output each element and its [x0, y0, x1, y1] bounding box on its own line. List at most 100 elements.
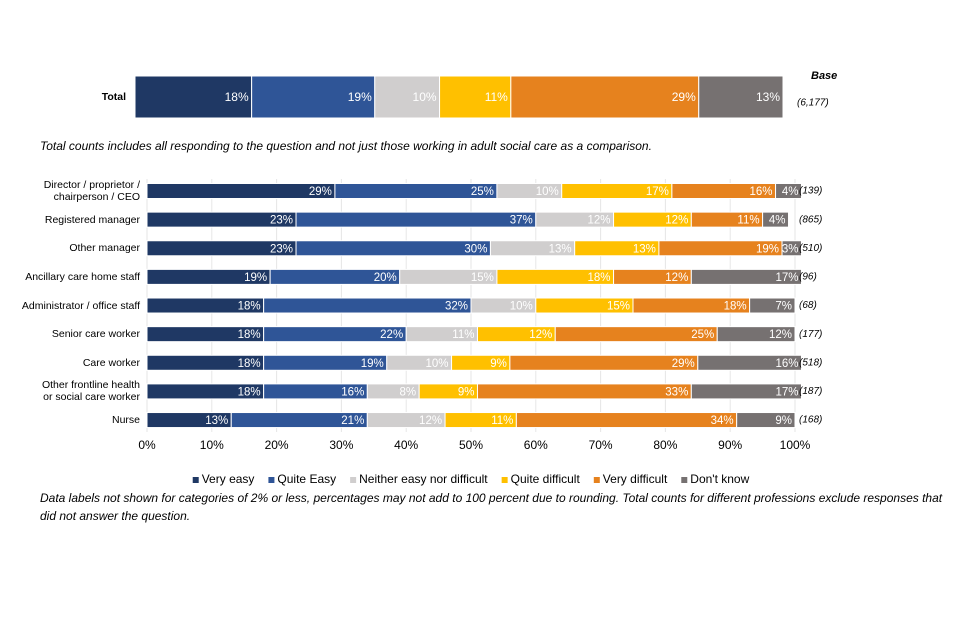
data-label: 8%	[400, 386, 417, 398]
data-label: 30%	[464, 243, 487, 255]
data-label: 25%	[471, 186, 494, 198]
bar-segment	[263, 297, 472, 314]
legend-label: Very easy	[202, 472, 255, 486]
data-label: 23%	[270, 243, 293, 255]
data-label: 15%	[471, 272, 494, 284]
legend-label: Don't know	[690, 472, 749, 486]
data-label: 9%	[490, 358, 507, 370]
data-label: 18%	[238, 329, 261, 341]
data-label: 22%	[380, 329, 403, 341]
data-label: 29%	[309, 186, 332, 198]
bar-segment	[510, 75, 700, 119]
bar-segment	[134, 75, 253, 119]
data-label: 7%	[775, 301, 792, 313]
category-label: Administrator / office staff	[21, 299, 140, 312]
data-label: 17%	[646, 186, 669, 198]
data-label: 15%	[607, 301, 630, 313]
category-label: Other manager	[69, 242, 140, 255]
data-label: 12%	[665, 272, 688, 284]
data-label: 29%	[672, 358, 695, 370]
data-label: 9%	[458, 386, 475, 398]
data-label: 9%	[775, 415, 792, 427]
data-label: 16%	[775, 358, 798, 370]
data-label: 11%	[452, 329, 474, 341]
data-label: 12%	[529, 329, 552, 341]
data-label: 29%	[672, 90, 696, 104]
data-label: 18%	[588, 272, 611, 284]
note: Total counts includes all responding to …	[40, 139, 652, 153]
legend-swatch	[501, 477, 508, 483]
data-label: 11%	[737, 215, 759, 227]
legend: Very easy Quite Easy Neither easy nor diff…	[192, 472, 750, 486]
base-label: (139)	[799, 186, 822, 197]
data-label: 10%	[413, 90, 437, 104]
data-label: 18%	[238, 301, 261, 313]
bar-segment	[697, 354, 802, 371]
data-label: 18%	[238, 386, 261, 398]
bar-segment	[736, 412, 796, 429]
bar-segment	[690, 383, 802, 400]
data-label: 10%	[536, 186, 559, 198]
legend-swatch	[350, 477, 357, 483]
bar-segment	[509, 354, 699, 371]
legend-swatch	[593, 477, 600, 483]
bar-segment	[775, 183, 802, 199]
bar-segment	[690, 268, 802, 285]
data-label: 12%	[665, 215, 688, 227]
x-tick-label: 40%	[394, 438, 418, 452]
bar-segment	[374, 75, 441, 119]
data-label: 19%	[361, 358, 384, 370]
x-tick-label: 0%	[138, 438, 156, 452]
bar-segment	[295, 240, 491, 257]
data-label: 13%	[756, 90, 780, 104]
bar-segment	[515, 412, 738, 429]
data-label: 18%	[238, 358, 261, 370]
data-label: 18%	[225, 90, 249, 104]
bar-segment	[146, 183, 336, 199]
data-label: 13%	[205, 415, 228, 427]
data-label: 32%	[445, 301, 468, 313]
legend-label: Neither easy nor difficult	[359, 472, 488, 486]
x-tick-label: 30%	[329, 438, 353, 452]
data-label: 12%	[419, 415, 442, 427]
base-label: (865)	[799, 214, 822, 225]
base-label: (6,177)	[797, 98, 829, 109]
x-tick-label: 20%	[265, 438, 289, 452]
base-label: (187)	[799, 386, 822, 397]
category-label: Nurse	[111, 414, 140, 427]
bar-segment	[762, 211, 790, 228]
data-label: 17%	[775, 272, 798, 284]
bar-segment	[295, 211, 537, 228]
data-label: 19%	[244, 272, 267, 284]
data-label: 12%	[588, 215, 611, 227]
data-label: 20%	[374, 272, 397, 284]
data-label: 11%	[485, 90, 508, 104]
category-label: Care worker	[82, 356, 140, 369]
x-tick-label: 10%	[200, 438, 224, 452]
category-label: Senior care worker	[51, 328, 140, 341]
data-label: 19%	[756, 243, 779, 255]
base-label: (510)	[799, 243, 822, 254]
category-label: Other frontline health or social care wo…	[41, 379, 140, 404]
data-label: 13%	[549, 243, 572, 255]
x-tick-label: 80%	[653, 438, 677, 452]
data-label: 23%	[270, 215, 293, 227]
data-label: 16%	[341, 386, 364, 398]
x-tick-label: 90%	[718, 438, 742, 452]
x-tick-label: 50%	[459, 438, 483, 452]
data-label: 11%	[491, 415, 513, 427]
category-label: Total	[101, 91, 126, 103]
data-label: 3%	[782, 243, 799, 255]
data-label: 34%	[711, 415, 734, 427]
note: Data labels not shown for categories of …	[40, 491, 943, 523]
category-label: Director / proprietor / chairperson / CE…	[43, 179, 140, 203]
data-label: 19%	[348, 90, 372, 104]
bar-segment	[781, 240, 802, 257]
data-label: 17%	[775, 386, 798, 398]
x-tick-label: 70%	[589, 438, 613, 452]
legend-label: Quite difficult	[511, 472, 581, 486]
bar-segment	[698, 75, 784, 119]
data-label: 18%	[724, 301, 747, 313]
